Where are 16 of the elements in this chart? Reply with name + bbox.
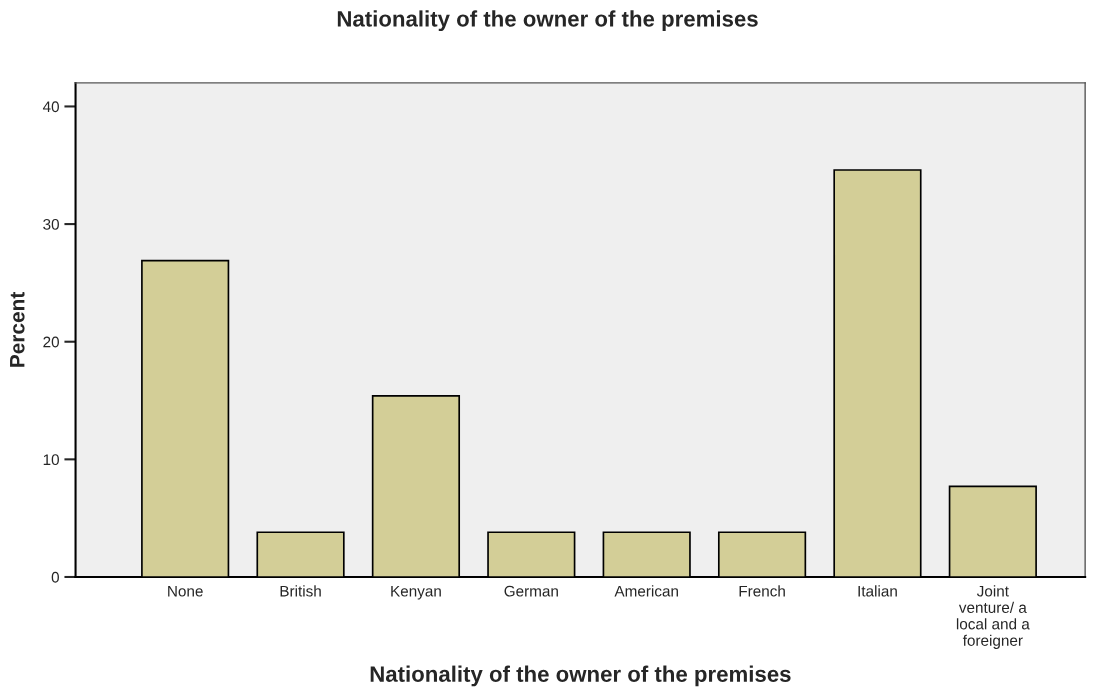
x-tick-label: American <box>614 585 678 597</box>
x-tick-label: Joint venture/ a local and a foreigner <box>956 585 1030 649</box>
y-axis-title: Percent <box>10 291 25 367</box>
y-tick-label: 10 <box>43 454 59 466</box>
x-tick-label: German <box>504 585 558 597</box>
y-tick-label: 0 <box>51 571 59 583</box>
y-tick-label: 40 <box>42 101 59 113</box>
x-tick-label: Kenyan <box>391 585 441 600</box>
chart-title: Nationality of the owner of the premises <box>337 10 758 32</box>
y-tick-label: 30 <box>43 218 59 230</box>
y-tick-label: 20 <box>43 336 59 348</box>
x-tick-label: None <box>168 585 203 597</box>
x-axis-title: Nationality of the owner of the premises <box>370 665 791 687</box>
x-tick-label: French <box>739 585 785 597</box>
x-tick-label: British <box>280 585 321 597</box>
x-tick-label: Italian <box>858 585 897 597</box>
